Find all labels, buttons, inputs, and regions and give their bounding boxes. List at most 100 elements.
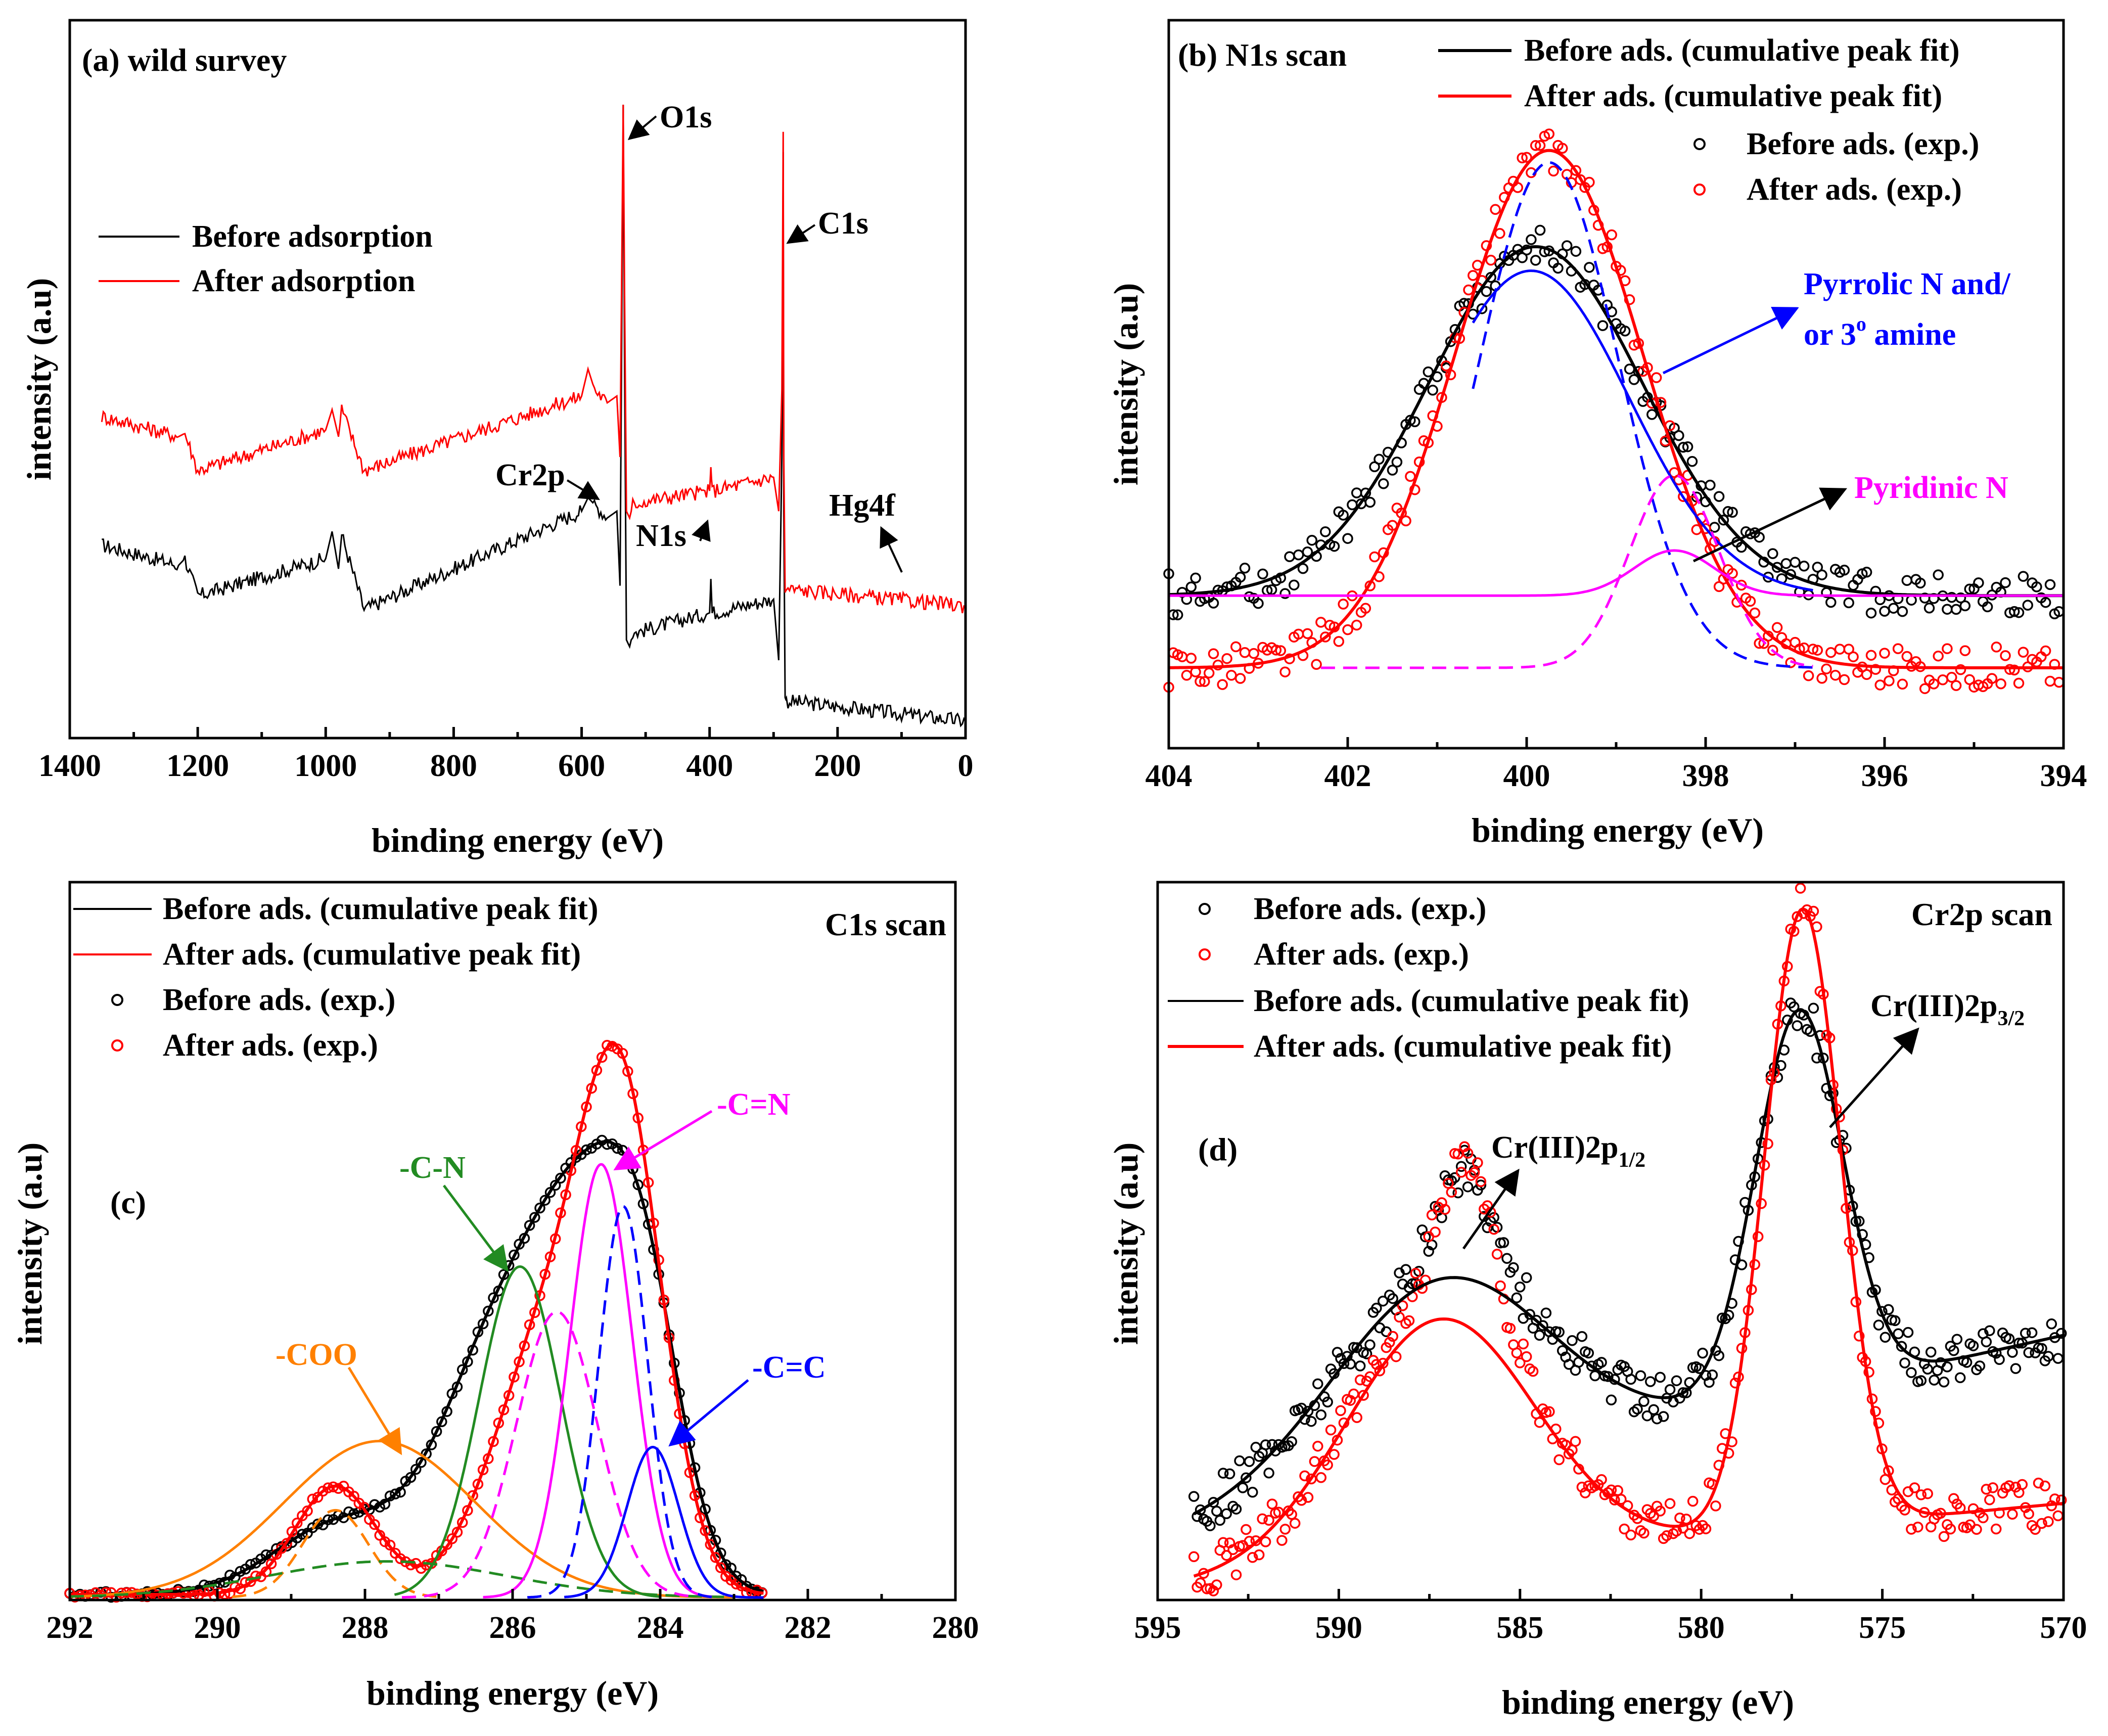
panel-b-exp-point <box>2008 606 2020 617</box>
panel-d-exp-point <box>1981 1336 1992 1348</box>
panel-c-curve--c-n-before- <box>394 1265 661 1598</box>
panel-d-exp-point <box>1909 1482 1920 1493</box>
panel-b-exp-point <box>1606 229 1617 241</box>
panel-d-exp-point <box>1664 1384 1676 1395</box>
panel-b-exp-point <box>2018 571 2029 582</box>
panel-b-exp-point <box>1530 255 1541 266</box>
panel-d-exp-point <box>1671 1375 1682 1386</box>
panel-b-exp-point <box>1552 262 1564 274</box>
panel-a-x-tick-label: 0 <box>958 749 974 783</box>
panel-b-arrow-pyridinic <box>1692 487 1848 563</box>
panel-d-exp-point <box>1230 1503 1242 1515</box>
panel-b-exp-point <box>1906 595 1917 606</box>
panel-d-exp-point <box>2043 1351 2054 1362</box>
panel-c-exp-point <box>281 1538 292 1549</box>
panel-d-exp-point <box>1534 1417 1545 1428</box>
panel-d-exp-point <box>1978 1512 1989 1524</box>
panel-d-exp-point <box>1495 1280 1506 1292</box>
panel-c-legend-after-exp-label: After ads. (exp.) <box>163 1028 378 1063</box>
panel-d-label-cr12-main: Cr(III)2p <box>1491 1130 1618 1165</box>
panel-d-exp-point <box>1195 1504 1206 1516</box>
panel-d-exp-point <box>1576 1331 1588 1342</box>
panel-d-panel-label: (d) <box>1198 1131 1238 1167</box>
panel-d-exp-point <box>1632 1403 1643 1415</box>
panel-b-exp-point <box>1364 496 1376 508</box>
panel-d-exp-point <box>1475 1179 1487 1191</box>
panel-b-exp-point <box>1839 674 1850 686</box>
panel-d-exp-point <box>1397 1300 1408 1311</box>
panel-d-legend-after-exp-marker <box>1199 948 1211 961</box>
panel-d-exp-point <box>1942 1361 1953 1373</box>
panel-b-exp-point <box>1942 604 1953 615</box>
panel-b-exp-point <box>1221 653 1232 664</box>
panel-c-exp-point <box>472 1479 484 1490</box>
panel-b-exp-point <box>1874 679 1886 691</box>
panel-d-exp-point <box>1954 1372 1966 1384</box>
panel-b-exp-point <box>1270 645 1282 656</box>
panel-d-exp-point <box>1990 1348 2002 1359</box>
panel-b-label-pyrrolic-line2: or 3o amine <box>1804 312 1956 352</box>
panel-d-exp-point <box>2052 1510 2064 1522</box>
panel-d-exp-point <box>1873 1319 1885 1331</box>
panel-b-exp-point <box>1829 669 1841 681</box>
panel-d-label-cr32-sub: 3/2 <box>1997 1007 2025 1030</box>
panel-c-exp-point <box>524 1220 535 1231</box>
panel-d-exp-point <box>1521 1272 1532 1284</box>
panel-c-legend-before-exp-marker <box>111 994 123 1006</box>
panel-d-y-label: intensity (a.u) <box>1107 1143 1145 1345</box>
panel-d-exp-point <box>1602 1371 1614 1382</box>
panel-b-exp-point <box>1570 246 1582 257</box>
panel-c-x-tick-label: 288 <box>342 1611 389 1645</box>
panel-b-exp-point <box>1884 675 1895 687</box>
panel-a-x-ticks: 1400 1200 1000 800 600 400 200 0 <box>38 727 974 783</box>
panel-b-exp-point <box>1181 670 1193 681</box>
panel-b-n1s-scan: 404 402 400 398 396 394 (b) N1s scan binding … <box>1107 19 2087 849</box>
panel-d-exp-point <box>1674 1512 1685 1524</box>
panel-a-x-tick-label: 400 <box>686 749 733 783</box>
panel-a-x-label: binding energy (eV) <box>372 821 664 859</box>
panel-d-cr2p-scan: 595 590 585 580 575 570 Cr2p scan binding ene… <box>1107 881 2087 1721</box>
panel-b-exp-point <box>1843 597 1854 609</box>
panel-b-exp-point <box>1534 224 1546 236</box>
panel-b-exp-point <box>1682 441 1693 452</box>
panel-d-exp-point <box>1378 1295 1389 1307</box>
panel-a-label-o1s: O1s <box>660 100 712 134</box>
panel-d-exp-point <box>1700 1523 1712 1534</box>
panel-d-exp-point <box>1638 1396 1649 1407</box>
panel-b-exp-point <box>1991 642 2002 653</box>
panel-b-exp-point <box>1843 644 1854 655</box>
panel-c-label-coo: -COO <box>276 1338 357 1372</box>
panel-d-exp-point <box>2023 1347 2034 1358</box>
panel-c-exp-point <box>224 1588 236 1599</box>
panel-b-exp-point <box>1342 624 1353 635</box>
panel-d-exp-point <box>1853 1216 1865 1227</box>
panel-b-exp-point <box>1722 506 1734 517</box>
panel-b-exp-point <box>1673 430 1684 441</box>
panel-b-exp-point <box>1521 152 1532 163</box>
panel-b-exp-point <box>1279 588 1291 599</box>
panel-d-exp-point <box>1299 1470 1310 1482</box>
panel-a-arrow-o1s <box>627 115 657 141</box>
panel-d-exp-point <box>1994 1354 2005 1365</box>
panel-d-exp-point <box>1707 1369 1718 1381</box>
panel-d-exp-point <box>1309 1456 1320 1467</box>
panel-d-exp-point <box>1929 1375 1940 1386</box>
panel-a-x-tick-label: 800 <box>430 749 477 783</box>
panel-b-exp-point <box>1289 579 1300 590</box>
panel-b-exp-point <box>1870 664 1882 675</box>
panel-c-curve--coo-before- <box>69 1440 735 1599</box>
panel-a-arrow-c1s <box>786 224 816 244</box>
panel-d-exp-point <box>1710 1500 1721 1512</box>
panel-b-exp-point <box>1234 673 1246 684</box>
panel-d-exp-point <box>1788 1001 1800 1013</box>
panel-a-x-tick-label: 1000 <box>294 749 357 783</box>
panel-b-exp-point <box>1584 262 1595 273</box>
panel-d-exp-point <box>1527 1365 1539 1377</box>
panel-d-exp-point <box>2052 1353 2064 1364</box>
panel-a-x-tick-label: 200 <box>814 749 861 783</box>
panel-b-exp-point <box>2000 577 2011 588</box>
panel-d-exp-point <box>1899 1504 1910 1516</box>
panel-b-x-tick-label: 404 <box>1145 759 1193 793</box>
panel-a-arrow-n1s <box>692 519 711 542</box>
panel-d-x-tick-label: 570 <box>2040 1611 2087 1645</box>
